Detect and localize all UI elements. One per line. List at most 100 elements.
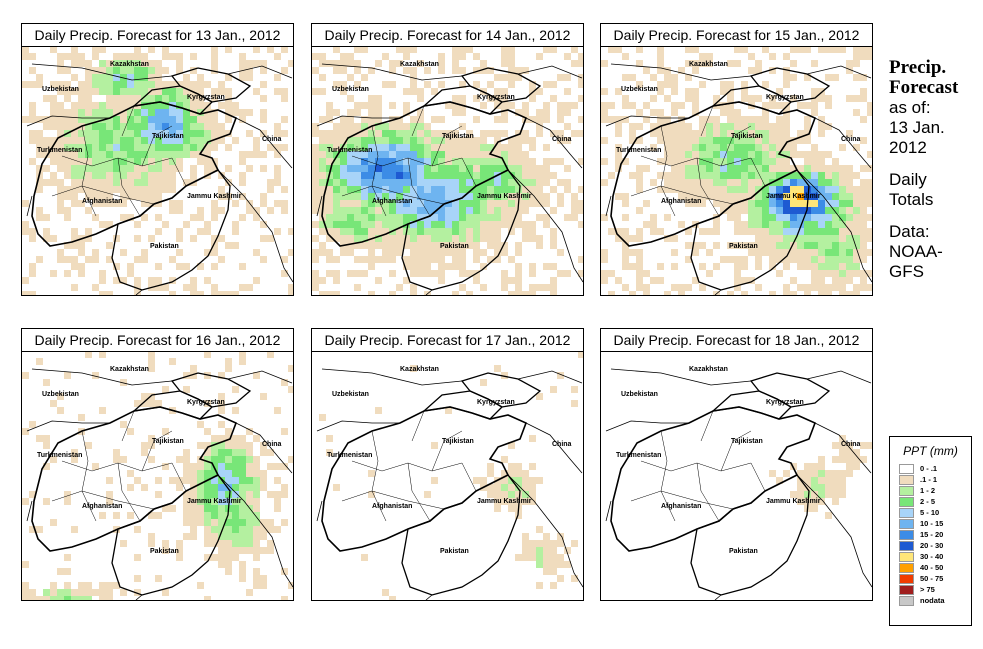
precip-cell xyxy=(50,137,57,144)
precip-cell xyxy=(783,193,790,200)
precip-cell xyxy=(508,179,515,186)
precip-cell xyxy=(438,179,445,186)
precip-cell xyxy=(643,284,650,291)
precip-cell xyxy=(239,358,246,365)
precip-cell xyxy=(340,53,347,60)
precip-cell xyxy=(127,193,134,200)
precip-cell xyxy=(64,589,71,596)
precip-cell xyxy=(218,400,225,407)
precip-cell xyxy=(368,291,375,295)
precip-cell xyxy=(85,130,92,137)
precip-cell xyxy=(333,46,340,53)
precip-cell xyxy=(347,214,354,221)
precip-cell xyxy=(755,67,762,74)
precip-cell xyxy=(169,130,176,137)
precip-cell xyxy=(71,158,78,165)
precip-cell xyxy=(797,46,804,53)
precip-cell xyxy=(106,165,113,172)
precip-cell xyxy=(608,228,615,235)
precip-cell xyxy=(417,172,424,179)
precip-cell xyxy=(85,67,92,74)
precip-cell xyxy=(267,463,274,470)
precip-cell xyxy=(169,53,176,60)
precip-cell xyxy=(106,589,113,596)
precip-cell xyxy=(141,249,148,256)
precip-cell xyxy=(50,519,57,526)
precip-cell xyxy=(389,207,396,214)
precip-cell xyxy=(253,214,260,221)
pakistan-border xyxy=(401,169,521,291)
precip-cell xyxy=(127,60,134,67)
precip-cell xyxy=(720,165,727,172)
precip-cell xyxy=(319,414,326,421)
precip-cell xyxy=(361,74,368,81)
precip-cell xyxy=(29,235,36,242)
precip-cell xyxy=(43,123,50,130)
precip-cell xyxy=(811,270,818,277)
precip-cell xyxy=(141,102,148,109)
precip-cell xyxy=(543,179,550,186)
precip-cell xyxy=(396,242,403,249)
precip-cell xyxy=(218,372,225,379)
precip-cell xyxy=(29,228,36,235)
precip-cell xyxy=(529,435,536,442)
precip-cell xyxy=(148,165,155,172)
precip-cell xyxy=(438,249,445,256)
precip-cell xyxy=(197,88,204,95)
province-line xyxy=(630,490,734,510)
place-label-afghanistan: Afghanistan xyxy=(82,198,122,205)
precip-cell xyxy=(846,442,853,449)
precip-cell xyxy=(860,256,867,263)
precip-cell xyxy=(162,123,169,130)
precip-cell xyxy=(452,144,459,151)
precip-cell xyxy=(326,60,333,67)
precip-cell xyxy=(825,512,832,519)
precip-cell xyxy=(529,144,536,151)
precip-cell xyxy=(671,165,678,172)
precip-cell xyxy=(183,456,190,463)
precip-cell xyxy=(260,116,267,123)
precip-cell xyxy=(536,526,543,533)
precip-cell xyxy=(804,116,811,123)
precip-cell xyxy=(515,67,522,74)
precip-cell xyxy=(755,235,762,242)
precip-cell xyxy=(664,116,671,123)
precip-cell xyxy=(50,589,57,596)
precip-cell xyxy=(678,67,685,74)
precip-cell xyxy=(260,470,267,477)
precip-cell xyxy=(622,158,629,165)
precip-cell xyxy=(480,186,487,193)
precip-cell xyxy=(267,207,274,214)
precip-cell xyxy=(106,158,113,165)
precip-cell xyxy=(473,165,480,172)
precip-cell xyxy=(253,277,260,284)
precip-cell xyxy=(501,221,508,228)
precip-cell xyxy=(762,109,769,116)
afghanistan-border xyxy=(321,101,528,247)
precip-cell xyxy=(134,186,141,193)
precip-cell xyxy=(564,561,571,568)
precip-cell xyxy=(501,484,508,491)
place-label-pakistan: Pakistan xyxy=(729,243,758,250)
precip-cell xyxy=(92,137,99,144)
precip-cell xyxy=(410,207,417,214)
precip-cell xyxy=(71,130,78,137)
precip-cell xyxy=(473,137,480,144)
precip-cell xyxy=(825,270,832,277)
precip-cell xyxy=(396,235,403,242)
precip-cell xyxy=(797,207,804,214)
precip-cell xyxy=(650,95,657,102)
precip-cell xyxy=(424,137,431,144)
precip-cell xyxy=(36,74,43,81)
precip-cell xyxy=(860,179,867,186)
precip-cell xyxy=(748,242,755,249)
precip-cell xyxy=(113,67,120,74)
precip-cell xyxy=(508,498,515,505)
precip-cell xyxy=(218,435,225,442)
precip-cell xyxy=(99,46,106,53)
precip-cell xyxy=(246,540,253,547)
precip-cell xyxy=(615,46,622,53)
precip-cell xyxy=(748,186,755,193)
precip-cell xyxy=(431,144,438,151)
precip-cell xyxy=(811,263,818,270)
